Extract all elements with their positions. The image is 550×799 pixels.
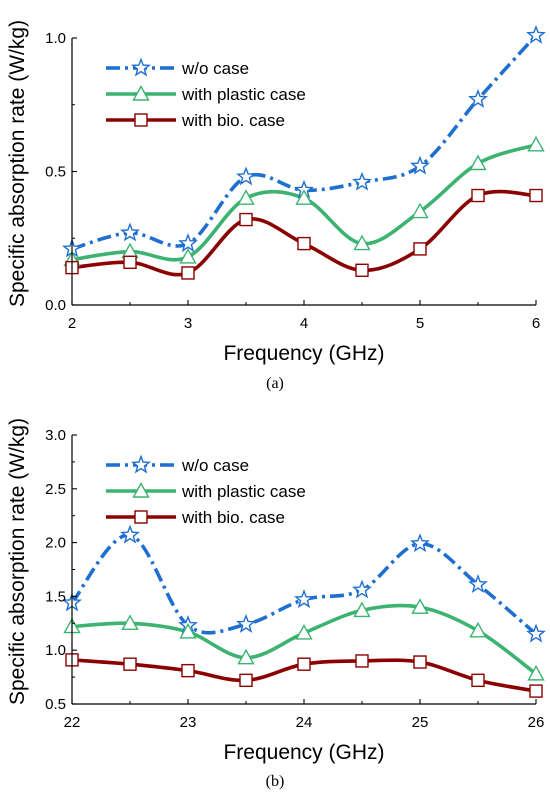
data-point-s1-5	[353, 601, 371, 618]
x-axis-label: Frequency (GHz)	[223, 342, 384, 365]
data-point-s2-3	[239, 673, 253, 688]
legend-label-0: w/o case	[181, 456, 249, 475]
legend: w/o case with plastic case with bio. case	[106, 57, 306, 130]
x-tick-label: 23	[180, 714, 197, 731]
y-tick-label: 1.0	[45, 642, 66, 659]
data-point-s1-5	[353, 234, 371, 251]
data-point-s2-6	[413, 655, 427, 669]
data-point-s2-2	[181, 663, 195, 678]
x-tick-label: 2	[68, 315, 76, 332]
x-tick-label: 4	[300, 315, 308, 332]
x-tick-label: 3	[184, 315, 192, 332]
legend-label-1: with plastic case	[181, 482, 306, 501]
data-point-s0-8	[526, 623, 546, 643]
legend-marker-0	[131, 454, 151, 474]
data-point-s1-4	[295, 189, 313, 205]
data-point-s1-3	[237, 648, 255, 665]
data-point-s2-6	[413, 242, 427, 256]
y-tick-label: 2.5	[45, 481, 66, 498]
figure-caption: (a)	[266, 375, 284, 392]
series-line-0	[72, 533, 536, 636]
data-point-s0-8	[526, 24, 546, 44]
legend-label-0: w/o case	[181, 59, 249, 78]
legend-marker-2	[134, 510, 148, 524]
data-point-s2-4	[297, 657, 311, 671]
y-tick-label: 0.5	[45, 164, 66, 181]
data-point-s2-1	[123, 255, 137, 269]
data-point-s1-4	[295, 624, 313, 640]
chart-a: 2 3 4 5 6 0.0 0.5 1.0 Frequency (GHz) Specific ab…	[6, 20, 546, 392]
chart-b: 22 23 24 25 26 0.5 1.0 1.5 2.0 2.5 3.0 Frequency (G…	[6, 418, 546, 790]
data-point-s1-6	[411, 598, 429, 614]
data-point-s1-8	[527, 664, 545, 681]
data-point-s0-5	[352, 171, 372, 191]
legend-label-2: with bio. case	[181, 508, 285, 527]
data-point-s2-3	[239, 212, 253, 227]
data-point-s0-4	[294, 589, 314, 609]
data-point-s1-6	[411, 202, 429, 219]
figure-caption: (b)	[266, 773, 285, 790]
y-tick-label: 3.0	[45, 427, 66, 444]
y-axis-label: Specific absorption rate (W/kg)	[6, 418, 29, 705]
data-point-s1-3	[237, 189, 255, 205]
x-tick-label: 25	[412, 714, 429, 731]
y-axis-label: Specific absorption rate (W/kg)	[6, 20, 29, 307]
data-point-s1-8	[527, 135, 545, 152]
x-axis-label: Frequency (GHz)	[223, 741, 384, 764]
data-point-s2-5	[355, 654, 369, 668]
data-point-s0-2	[178, 233, 198, 253]
data-point-s0-5	[352, 579, 372, 599]
data-point-s2-8	[529, 188, 543, 203]
legend-marker-1	[132, 85, 150, 101]
data-point-s2-5	[355, 263, 369, 277]
y-tick-label: 2.0	[45, 535, 66, 552]
data-point-s1-7	[469, 154, 487, 171]
data-point-s2-8	[529, 684, 543, 698]
data-point-s0-7	[468, 88, 488, 108]
legend-label-2: with bio. case	[181, 111, 285, 130]
legend-marker-2	[134, 113, 148, 127]
data-point-s0-3	[236, 613, 256, 633]
legend-marker-0	[131, 57, 151, 77]
data-point-s2-1	[123, 657, 137, 671]
x-tick-label: 26	[528, 714, 545, 731]
data-point-s1-2	[179, 622, 197, 639]
data-point-s0-3	[236, 166, 256, 186]
data-point-s0-1	[120, 524, 140, 544]
x-tick-label: 22	[64, 714, 81, 731]
data-point-s1-1	[121, 614, 139, 630]
data-point-s2-7	[471, 673, 485, 688]
data-point-s0-7	[468, 574, 488, 594]
data-point-s1-7	[469, 621, 487, 638]
data-point-s0-6	[410, 155, 430, 175]
y-tick-label: 0.0	[45, 297, 66, 314]
x-tick-label: 6	[532, 315, 540, 332]
x-tick-label: 24	[296, 714, 313, 731]
legend-label-1: with plastic case	[181, 85, 306, 104]
legend-marker-1	[132, 482, 150, 498]
legend: w/o case with plastic case with bio. case	[106, 454, 306, 527]
data-point-s0-6	[410, 533, 430, 553]
data-point-s2-7	[471, 188, 485, 203]
y-tick-label: 1.0	[45, 30, 66, 47]
y-tick-label: 0.5	[45, 696, 66, 713]
x-tick-label: 5	[416, 315, 424, 332]
data-point-s1-2	[179, 247, 197, 264]
data-point-s2-2	[181, 266, 195, 280]
y-tick-label: 1.5	[45, 588, 66, 605]
data-point-s0-1	[120, 222, 140, 242]
data-point-s2-4	[297, 236, 311, 251]
